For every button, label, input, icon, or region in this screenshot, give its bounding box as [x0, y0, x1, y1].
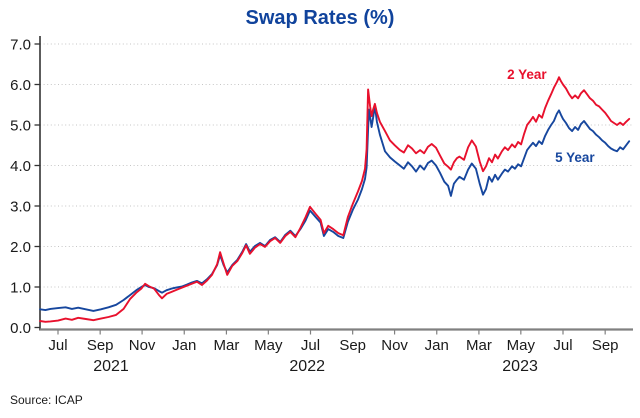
x-axis-month-label-13: Sep: [592, 337, 619, 354]
y-axis-label-0.0: 0.0: [10, 320, 31, 337]
x-axis-month-label-5: May: [254, 337, 283, 354]
x-axis-month-label-4: Mar: [213, 337, 239, 354]
y-axis-label-1.0: 1.0: [10, 280, 31, 297]
x-axis-month-label-3: Jan: [172, 337, 196, 354]
chart-title: Swap Rates (%): [245, 7, 395, 29]
x-axis-month-label-8: Nov: [381, 337, 408, 354]
y-axis-label-2.0: 2.0: [10, 239, 31, 256]
x-axis-month-label-10: Mar: [466, 337, 492, 354]
series-label-2-year: 2 Year: [507, 67, 547, 82]
line-2-year: [39, 76, 631, 323]
x-axis-month-label-12: Jul: [553, 337, 572, 354]
x-axis-month-label-11: May: [507, 337, 536, 354]
x-axis-month-label-0: Jul: [48, 337, 67, 354]
x-axis-year-label-2022: 2022: [289, 358, 325, 375]
source-note: Source: ICAP: [10, 393, 83, 407]
series-label-5-year: 5 Year: [555, 150, 595, 165]
y-axis-label-4.0: 4.0: [10, 158, 31, 175]
y-axis-label-5.0: 5.0: [10, 118, 31, 135]
x-axis-month-label-9: Jan: [425, 337, 449, 354]
y-axis-label-6.0: 6.0: [10, 77, 31, 94]
x-axis-month-label-2: Nov: [129, 337, 156, 354]
x-axis-month-label-1: Sep: [87, 337, 114, 354]
x-axis-year-label-2023: 2023: [502, 358, 538, 375]
x-axis-year-label-2021: 2021: [93, 358, 129, 375]
x-axis-month-label-6: Jul: [301, 337, 320, 354]
x-axis-month-label-7: Sep: [339, 337, 366, 354]
y-axis-label-7.0: 7.0: [10, 37, 31, 54]
y-axis-label-3.0: 3.0: [10, 199, 31, 216]
line-5-year: [39, 105, 631, 312]
